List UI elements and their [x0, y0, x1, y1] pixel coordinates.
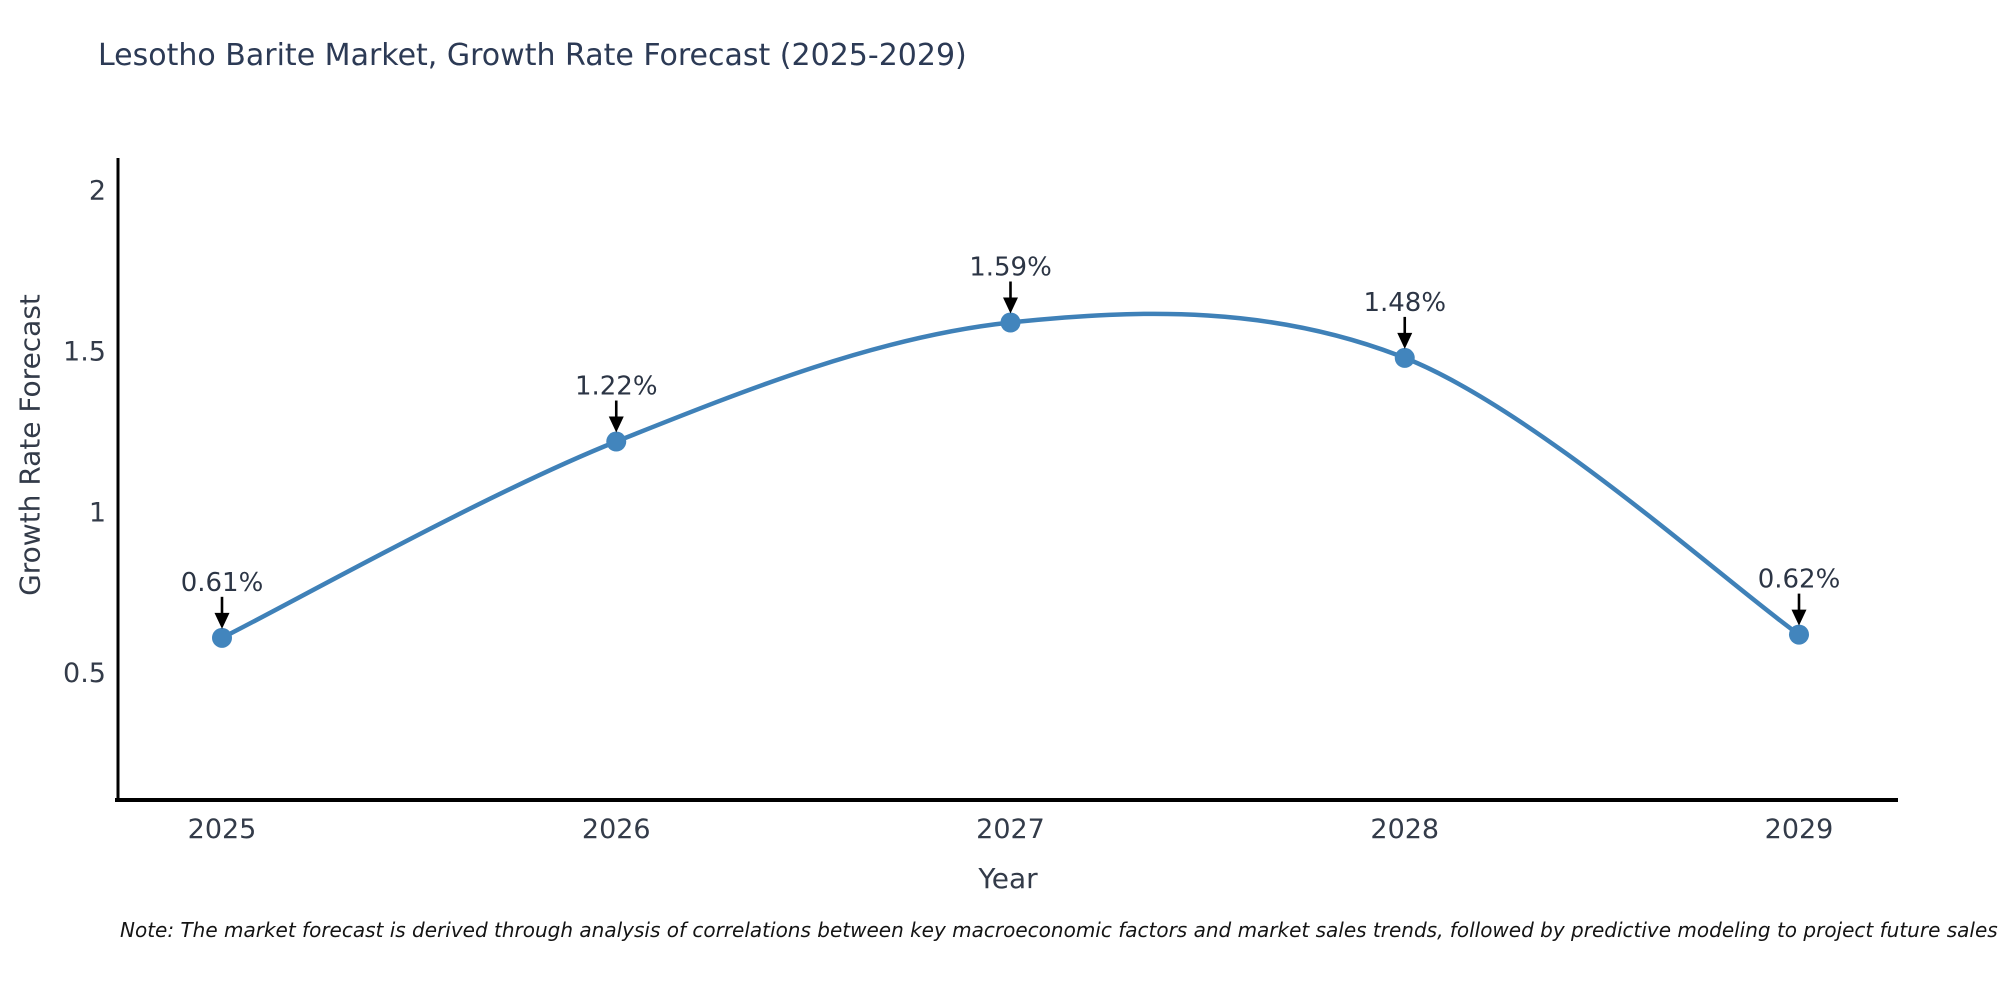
footnote: Note: The market forecast is derived thr… [120, 918, 1998, 942]
annotation-arrow-head [608, 416, 624, 433]
forecast-line [219, 311, 1802, 641]
x-axis-title: Year [978, 862, 1038, 895]
data-point-label: 1.22% [575, 372, 658, 402]
y-axis-title: Growth Rate Forecast [13, 294, 47, 596]
annotation-arrow-head [214, 612, 230, 629]
annotation-arrow-head [1791, 609, 1807, 626]
data-point-marker [212, 627, 232, 648]
annotation-arrow-head [1397, 332, 1413, 349]
data-point-label: 1.59% [969, 252, 1052, 282]
y-tick-label: 0.5 [63, 658, 106, 689]
data-point-marker [1000, 312, 1021, 333]
y-tick-label: 2 [89, 176, 106, 207]
x-tick-label: 2025 [188, 814, 257, 845]
data-point-label: 0.62% [1758, 565, 1841, 595]
x-tick-label: 2027 [976, 814, 1045, 845]
x-tick-label: 2026 [582, 814, 651, 845]
data-point-marker [1789, 624, 1809, 645]
y-tick-label: 1 [89, 497, 106, 528]
annotation-arrow-head [1003, 297, 1018, 314]
x-tick-label: 2028 [1370, 814, 1439, 845]
data-point-label: 1.48% [1363, 288, 1446, 318]
chart-title: Lesotho Barite Market, Growth Rate Forec… [98, 38, 967, 73]
x-tick-label: 2029 [1765, 814, 1834, 845]
data-point-marker [606, 431, 627, 452]
data-point-label: 0.61% [181, 568, 264, 598]
y-tick-label: 1.5 [63, 336, 106, 367]
data-point-marker [1394, 347, 1415, 368]
